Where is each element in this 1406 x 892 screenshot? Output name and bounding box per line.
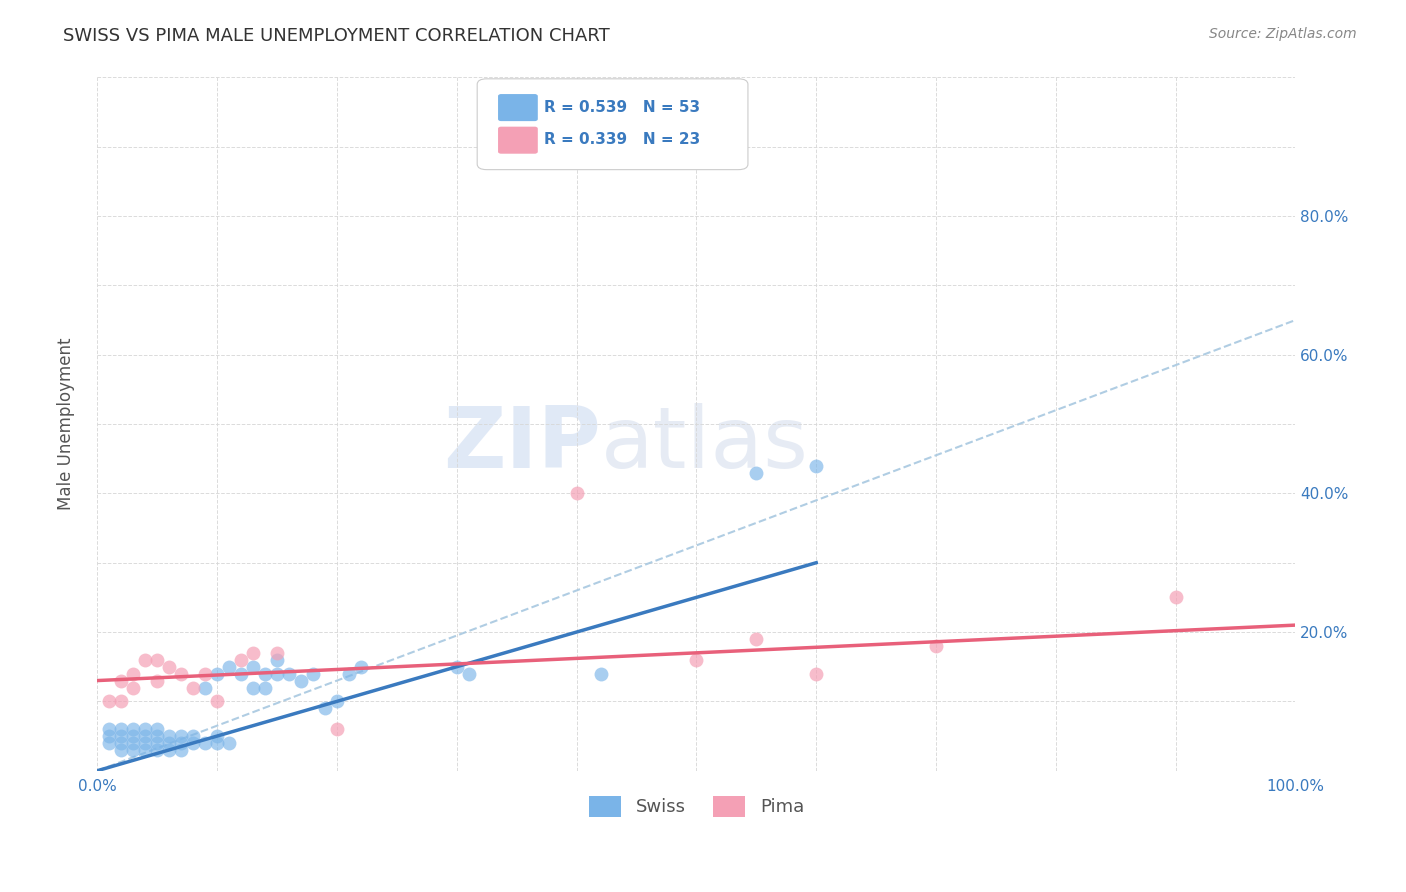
Point	[194, 666, 217, 681]
Point	[266, 653, 288, 667]
Point	[194, 736, 217, 750]
Point	[806, 666, 828, 681]
Text: Source: ZipAtlas.com: Source: ZipAtlas.com	[1209, 27, 1357, 41]
Point	[134, 736, 156, 750]
Point	[266, 666, 288, 681]
Point	[146, 729, 169, 743]
Point	[242, 681, 264, 695]
Point	[170, 743, 193, 757]
Legend: Swiss, Pima: Swiss, Pima	[582, 789, 811, 824]
Point	[110, 694, 132, 708]
Point	[446, 659, 468, 673]
Point	[110, 722, 132, 736]
Point	[110, 743, 132, 757]
Point	[98, 729, 121, 743]
Point	[146, 736, 169, 750]
Point	[685, 653, 707, 667]
Point	[278, 666, 301, 681]
Point	[205, 666, 228, 681]
Point	[231, 666, 253, 681]
Point	[122, 729, 145, 743]
Point	[745, 466, 768, 480]
Point	[589, 666, 612, 681]
Text: atlas: atlas	[600, 403, 808, 486]
Point	[134, 653, 156, 667]
FancyBboxPatch shape	[477, 78, 748, 169]
Text: R = 0.539   N = 53: R = 0.539 N = 53	[544, 100, 700, 115]
Point	[745, 632, 768, 646]
Point	[326, 694, 349, 708]
Point	[194, 681, 217, 695]
Point	[806, 458, 828, 473]
Point	[350, 659, 373, 673]
Text: R = 0.339   N = 23: R = 0.339 N = 23	[544, 132, 700, 147]
Point	[98, 722, 121, 736]
Point	[925, 639, 948, 653]
Point	[242, 659, 264, 673]
Text: ZIP: ZIP	[443, 403, 600, 486]
Point	[157, 729, 180, 743]
Point	[181, 736, 204, 750]
FancyBboxPatch shape	[499, 128, 537, 153]
Point	[1164, 591, 1187, 605]
Point	[326, 722, 349, 736]
Point	[98, 694, 121, 708]
Point	[122, 681, 145, 695]
Point	[134, 722, 156, 736]
Point	[181, 729, 204, 743]
Point	[110, 736, 132, 750]
Text: SWISS VS PIMA MALE UNEMPLOYMENT CORRELATION CHART: SWISS VS PIMA MALE UNEMPLOYMENT CORRELAT…	[63, 27, 610, 45]
Point	[146, 673, 169, 688]
Point	[157, 659, 180, 673]
Point	[134, 729, 156, 743]
Point	[170, 729, 193, 743]
Point	[110, 729, 132, 743]
Point	[218, 659, 240, 673]
Point	[122, 736, 145, 750]
Point	[157, 736, 180, 750]
Point	[457, 666, 479, 681]
Point	[242, 646, 264, 660]
Point	[122, 666, 145, 681]
Point	[205, 729, 228, 743]
Point	[181, 681, 204, 695]
Point	[231, 653, 253, 667]
Point	[205, 736, 228, 750]
Point	[170, 736, 193, 750]
Point	[314, 701, 336, 715]
Point	[98, 736, 121, 750]
Point	[254, 666, 277, 681]
Point	[266, 646, 288, 660]
Point	[302, 666, 325, 681]
Point	[122, 743, 145, 757]
Point	[170, 666, 193, 681]
Point	[110, 673, 132, 688]
FancyBboxPatch shape	[499, 95, 537, 120]
Point	[254, 681, 277, 695]
Point	[218, 736, 240, 750]
Point	[146, 722, 169, 736]
Point	[146, 653, 169, 667]
Point	[565, 486, 588, 500]
Point	[146, 743, 169, 757]
Point	[122, 722, 145, 736]
Point	[157, 743, 180, 757]
Y-axis label: Male Unemployment: Male Unemployment	[58, 338, 75, 510]
Point	[134, 743, 156, 757]
Point	[205, 694, 228, 708]
Point	[290, 673, 312, 688]
Point	[337, 666, 360, 681]
